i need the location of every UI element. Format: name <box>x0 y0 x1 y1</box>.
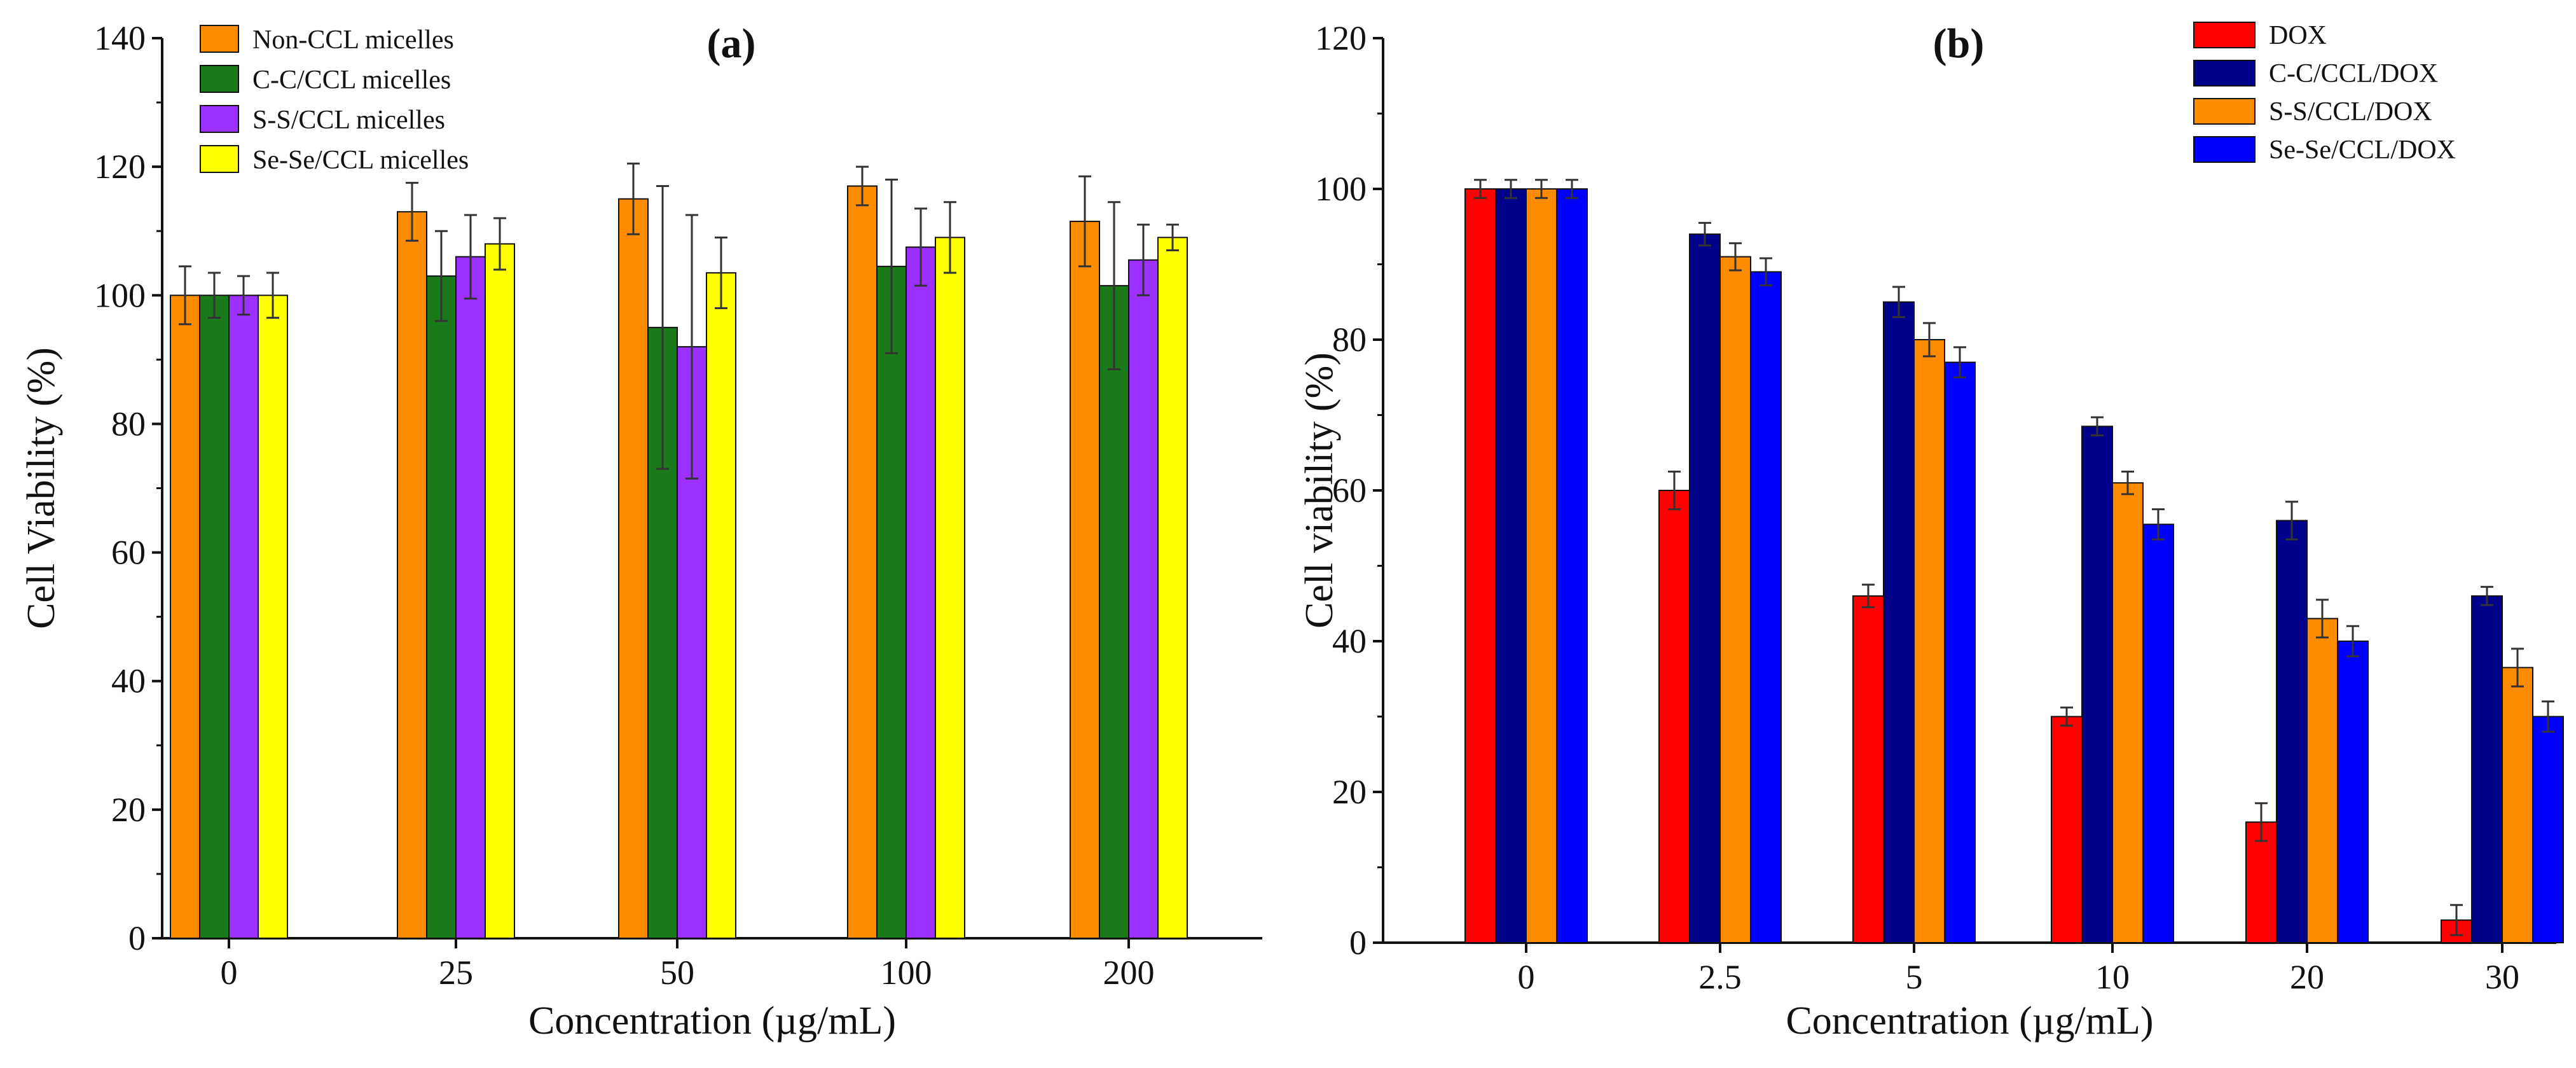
bar <box>1070 221 1100 939</box>
legend-label: Se-Se/CCL/DOX <box>2269 135 2456 165</box>
bar <box>2142 524 2174 943</box>
y-tick-label: 60 <box>1332 471 1367 510</box>
bar <box>485 243 515 939</box>
x-tick-label: 25 <box>439 954 473 992</box>
legend: DOX C-C/CCL/DOX S-S/CCL/DOX Se-Se/CCL/DOX <box>2193 21 2456 165</box>
bar <box>1689 233 1721 944</box>
y-axis-title: Cell viability (%) <box>1298 352 1341 628</box>
x-tick-label: 10 <box>2095 958 2130 996</box>
bar <box>455 256 486 940</box>
bar <box>1658 490 1690 943</box>
y-tick-label: 20 <box>1332 773 1367 811</box>
bar <box>876 265 907 939</box>
legend-swatch <box>200 65 239 93</box>
bar <box>906 246 936 939</box>
bar <box>706 272 736 939</box>
bar <box>2471 595 2503 943</box>
bar <box>1944 361 1976 943</box>
bar <box>2112 482 2144 943</box>
x-tick-label: 5 <box>1906 958 1923 996</box>
legend-label: S-S/CCL/DOX <box>2269 97 2432 127</box>
x-axis-title: Concentration (µg/mL) <box>1786 999 2153 1043</box>
bar <box>228 295 259 939</box>
y-tick-label: 0 <box>128 919 146 957</box>
bar <box>935 237 965 940</box>
y-tick-label: 120 <box>94 148 146 186</box>
bar <box>1913 339 1945 943</box>
x-tick-label: 30 <box>2485 958 2519 996</box>
legend-swatch <box>2193 136 2256 163</box>
x-tick-label: 200 <box>1103 954 1155 992</box>
legend-swatch <box>200 145 239 173</box>
x-tick-label: 0 <box>1518 958 1535 996</box>
panel-label: (b) <box>1933 20 1985 67</box>
legend: Non-CCL micelles C-C/CCL micelles S-S/CCL … <box>200 25 469 175</box>
bar <box>258 295 288 939</box>
legend-swatch <box>200 105 239 133</box>
x-tick-label: 2.5 <box>1698 958 1742 996</box>
bar <box>847 185 878 940</box>
y-tick-label: 80 <box>1332 321 1367 359</box>
bar <box>170 295 200 939</box>
y-tick-label: 60 <box>111 534 146 572</box>
x-axis-title: Concentration (µg/mL) <box>528 999 896 1043</box>
bar <box>2051 716 2083 943</box>
y-tick-label: 0 <box>1349 924 1367 962</box>
y-tick-label: 20 <box>111 791 146 829</box>
chart-panel-2: 0 20 40 60 80 100 120 0 2.5 5 10 20 30 Concentration … <box>1298 19 2564 1043</box>
bar <box>1157 237 1188 940</box>
legend-label: Non-CCL micelles <box>252 25 454 55</box>
x-tick-label: 50 <box>660 954 694 992</box>
bar <box>426 275 457 940</box>
bar <box>1750 271 1782 944</box>
legend-swatch <box>2193 22 2256 48</box>
bar <box>1556 188 1588 943</box>
y-tick-label: 100 <box>1315 170 1367 208</box>
y-tick-label: 120 <box>1315 19 1367 57</box>
bar <box>2276 520 2308 943</box>
bar <box>2081 426 2113 943</box>
bar <box>1719 256 1751 943</box>
bar <box>1099 285 1129 939</box>
y-tick-label: 140 <box>94 19 146 57</box>
bar <box>397 211 427 940</box>
bar <box>1883 301 1915 943</box>
y-tick-label: 40 <box>1332 622 1367 660</box>
legend-label: C-C/CCL/DOX <box>2269 59 2438 88</box>
y-tick-label: 80 <box>111 405 146 443</box>
y-tick-label: 100 <box>94 276 146 314</box>
bar <box>199 295 230 939</box>
bar <box>2306 618 2338 943</box>
bar <box>2532 716 2564 943</box>
bar <box>1495 188 1527 943</box>
bar <box>1128 259 1159 940</box>
y-tick-label: 40 <box>111 662 146 700</box>
bar <box>2245 821 2277 944</box>
legend-swatch <box>2193 60 2256 87</box>
x-tick-label: 20 <box>2290 958 2324 996</box>
legend-label: DOX <box>2269 21 2327 50</box>
x-tick-label: 100 <box>881 954 932 992</box>
bar <box>618 198 649 939</box>
x-tick-label: 0 <box>221 954 238 992</box>
bar <box>1526 188 1557 943</box>
bar <box>1464 188 1496 943</box>
y-axis-title: Cell Viability (%) <box>20 347 63 629</box>
bar <box>1852 595 1884 943</box>
legend-label: C-C/CCL micelles <box>252 66 451 95</box>
chart-panel-1: 0 20 40 60 80 100 120 140 0 25 50 100 200 Concentrati… <box>20 19 1262 1043</box>
panel-label: (a) <box>707 20 756 67</box>
legend-swatch <box>200 25 239 53</box>
legend-swatch <box>2193 98 2256 125</box>
legend-label: Se-Se/CCL micelles <box>252 146 469 175</box>
bar <box>2502 667 2533 943</box>
bar <box>2337 641 2369 943</box>
legend-label: S-S/CCL micelles <box>252 106 445 135</box>
